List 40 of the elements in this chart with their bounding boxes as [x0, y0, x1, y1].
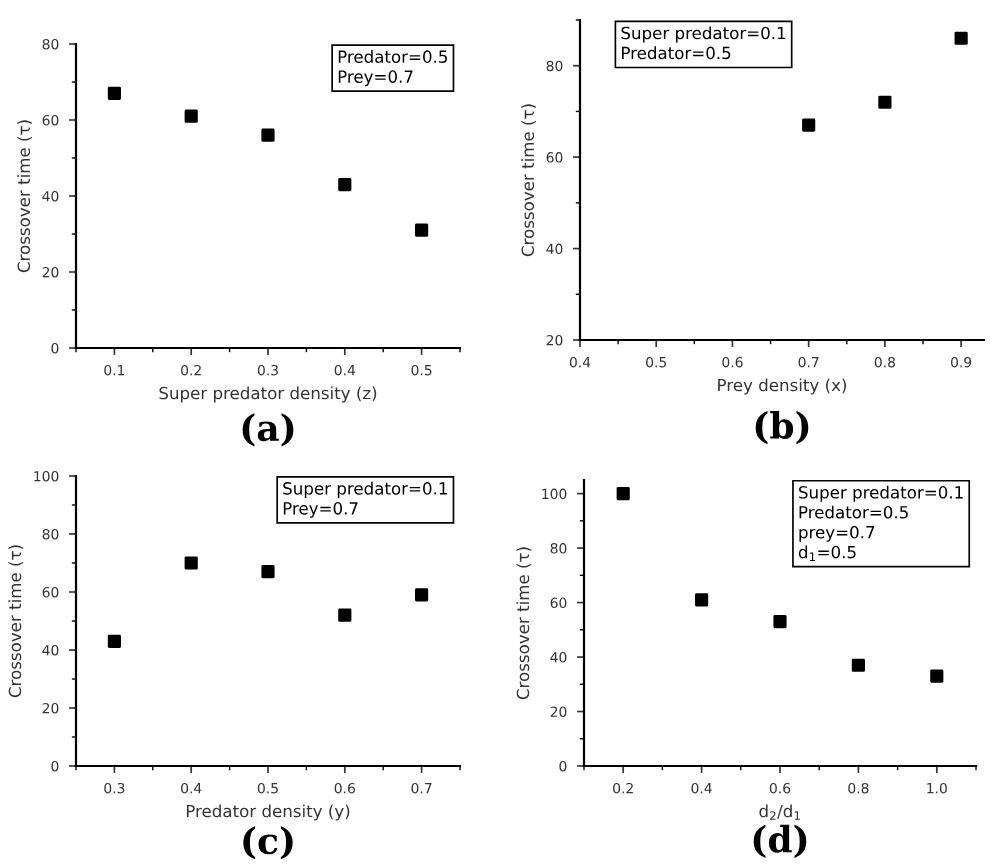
point — [107, 86, 121, 100]
annotation: Super predator=0.1 — [799, 485, 963, 502]
point — [878, 95, 892, 109]
point — [261, 565, 275, 579]
text: (c) — [243, 826, 293, 860]
y-axis-title: Crossover time (τ) — [17, 120, 33, 273]
annotation: Super predator=0.1 — [283, 481, 447, 498]
annotation: Super predator=0.1 — [621, 26, 786, 43]
text: (a) — [242, 413, 294, 447]
text: (b) — [755, 411, 809, 445]
point — [338, 608, 352, 622]
point — [695, 593, 709, 607]
point — [415, 223, 429, 237]
x-axis-title: Super predator density (z) — [159, 386, 377, 403]
annotation: Prey=0.7 — [338, 70, 413, 87]
x-axis-title: d$_{2}$/d$_{1}$ — [759, 804, 800, 820]
annotation: Predator=0.5 — [622, 46, 731, 60]
annotation: Predator=0.5 — [338, 50, 448, 63]
annotation: prey=0.7 — [799, 525, 875, 542]
point — [773, 615, 787, 629]
point — [851, 658, 865, 672]
x-axis-title: Prey density (x) — [718, 378, 847, 395]
point — [415, 588, 429, 602]
y-axis-title: Crossover time (τ) — [521, 104, 537, 257]
point — [616, 487, 630, 501]
point — [261, 128, 275, 142]
text: (d) — [753, 824, 807, 858]
point — [338, 178, 352, 192]
annotation: d$_{1}$=0.5 — [798, 545, 856, 561]
point — [107, 634, 121, 648]
point — [184, 109, 198, 123]
point — [802, 118, 816, 132]
y-axis-title: Crossover time (τ) — [8, 545, 24, 698]
annotation: Predator=0.5 — [799, 505, 908, 519]
point — [954, 31, 968, 45]
point — [184, 556, 198, 570]
point — [930, 669, 944, 683]
y-axis-title: Crossover time (τ) — [516, 547, 532, 700]
x-axis-title: Predator density (y) — [186, 804, 350, 821]
annotation: Prey=0.7 — [283, 502, 358, 518]
